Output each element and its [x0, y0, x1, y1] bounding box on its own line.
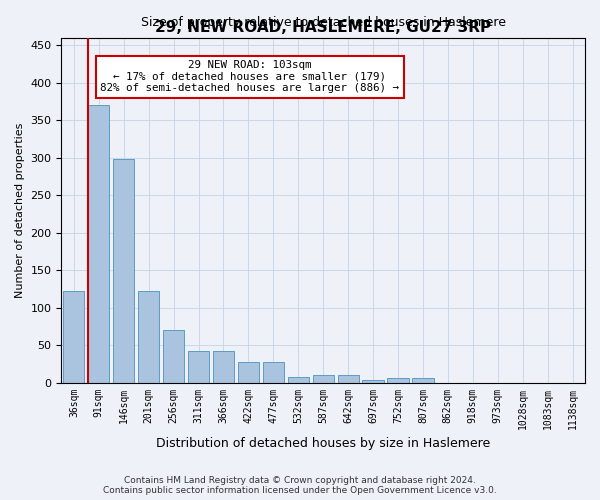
Bar — [263, 362, 284, 382]
Bar — [213, 351, 234, 382]
Bar — [138, 291, 159, 382]
Y-axis label: Number of detached properties: Number of detached properties — [15, 122, 25, 298]
Bar — [188, 351, 209, 382]
Title: 29, NEW ROAD, HASLEMERE, GU27 3RP: 29, NEW ROAD, HASLEMERE, GU27 3RP — [155, 20, 491, 35]
Bar — [63, 291, 85, 382]
Bar — [163, 330, 184, 382]
Text: Contains HM Land Registry data © Crown copyright and database right 2024.
Contai: Contains HM Land Registry data © Crown c… — [103, 476, 497, 495]
Text: 29 NEW ROAD: 103sqm
← 17% of detached houses are smaller (179)
82% of semi-detac: 29 NEW ROAD: 103sqm ← 17% of detached ho… — [100, 60, 400, 94]
Bar — [313, 375, 334, 382]
Text: Size of property relative to detached houses in Haslemere: Size of property relative to detached ho… — [141, 16, 506, 29]
Bar — [238, 362, 259, 382]
Bar — [412, 378, 434, 382]
Bar — [388, 378, 409, 382]
Bar — [88, 105, 109, 382]
Bar — [338, 375, 359, 382]
X-axis label: Distribution of detached houses by size in Haslemere: Distribution of detached houses by size … — [156, 437, 490, 450]
Bar — [287, 376, 309, 382]
Bar — [113, 159, 134, 382]
Bar — [362, 380, 383, 382]
